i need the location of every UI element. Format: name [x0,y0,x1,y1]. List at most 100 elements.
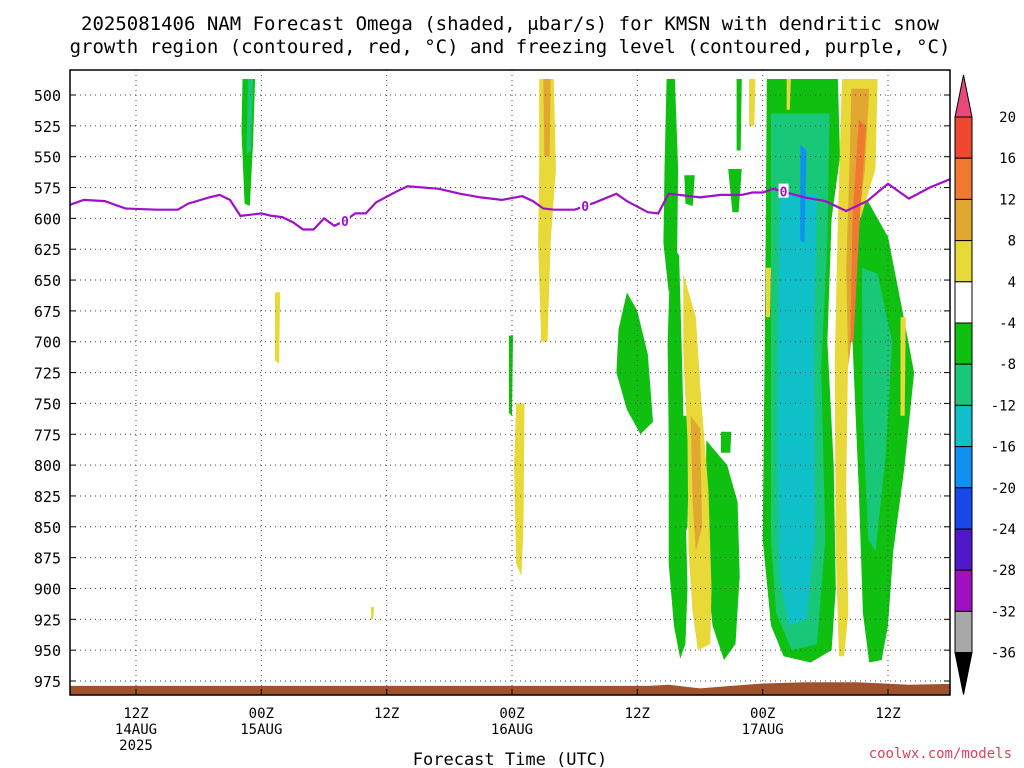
y-tick-label: 600 [34,210,61,228]
colorbar-segment [954,569,973,612]
y-tick-label: 525 [34,118,61,136]
omega-region-18 [274,292,281,364]
omega-region-3 [684,175,695,206]
x-tick-label: 12Z [625,706,650,722]
colorbar-label: -24 [991,522,1016,538]
y-tick-label: 550 [34,149,61,167]
x-tick-label: 15AUG [240,722,282,738]
colorbar-segment [954,446,973,489]
colorbar-label: -8 [999,357,1016,373]
colorbar-label: 20 [999,110,1016,126]
omega-region-27 [765,267,771,318]
x-tick-label: 16AUG [491,722,533,738]
omega-region-31 [900,317,906,416]
y-tick-label: 950 [34,642,61,660]
y-tick-label: 700 [34,334,61,352]
x-tick-label: 12Z [374,706,399,722]
omega-region-16 [861,267,893,552]
y-tick-label: 825 [34,488,61,506]
y-tick-label: 775 [34,426,61,444]
x-tick-label: 00Z [249,706,274,722]
y-tick-label: 650 [34,272,61,290]
x-tick-label: 17AUG [742,722,784,738]
chart-title-line-2: growth region (contoured, red, °C) and f… [70,36,951,58]
omega-region-10 [705,440,740,660]
omega-region-9 [667,243,688,659]
omega-shading-layer [241,79,915,663]
omega-region-28 [834,79,878,657]
omega-region-7 [616,292,653,435]
y-tick-label: 850 [34,519,61,537]
colorbar-label: 16 [999,151,1016,167]
y-tick-label: 725 [34,365,61,383]
colorbar-segment [954,487,973,530]
surface-terrain-layer [70,682,950,695]
colorbar-label: -32 [991,604,1016,620]
omega-region-30 [850,119,867,342]
omega-region-25 [749,79,756,126]
colorbar-segment [954,404,973,448]
colorbar-label: -4 [999,316,1016,332]
omega-region-2 [663,79,679,293]
omega-region-24 [690,415,703,552]
x-axis-label: Forecast Time (UTC) [413,750,607,768]
y-tick-label: 750 [34,395,61,413]
colorbar-label: 8 [1008,234,1016,250]
credit-text: coolwx.com/models [869,746,1012,762]
y-tick-label: 975 [34,673,61,691]
freezing-level-label: 0 [341,215,349,230]
colorbar-segment [954,610,973,654]
freezing-label-bg [778,183,789,198]
colorbar-label: -20 [991,481,1016,497]
colorbar-segment [954,528,973,571]
x-tick-label: 00Z [750,706,775,722]
x-tick-label: 00Z [499,706,524,722]
omega-region-20 [514,403,525,577]
y-axis-ticks: 500 525 550 575 600 625 650 675 700 725 750 775 800 8… [34,87,950,691]
omega-region-6 [720,431,732,453]
colorbar-label: 12 [999,192,1016,208]
freezing-level-label: 0 [581,200,589,215]
x-tick-label: 2025 [119,738,153,754]
omega-region-5 [736,79,742,151]
y-tick-label: 500 [34,87,61,105]
colorbar-label: -28 [991,563,1016,579]
omega-region-19 [371,607,375,620]
y-tick-label: 875 [34,550,61,568]
colorbar-segment [954,116,973,159]
y-tick-label: 625 [34,241,61,259]
y-tick-label: 575 [34,180,61,198]
surface-terrain [70,682,950,695]
omega-region-14 [800,144,807,243]
colorbar-segment [954,157,973,200]
freezing-level-line [70,177,950,231]
y-tick-label: 675 [34,303,61,321]
omega-region-1 [246,79,253,155]
x-tick-label: 12Z [875,706,900,722]
colorbar-top-triangle [954,74,973,118]
plot-frame [69,69,951,696]
x-tick-label: 12Z [123,706,148,722]
omega-region-4 [728,169,742,213]
colorbar-segment [954,363,973,406]
freezing-level-label: 0 [780,186,788,201]
omega-region-21 [538,79,556,342]
y-tick-label: 925 [34,611,61,629]
colorbar-segment [954,198,973,242]
colorbar-label: -16 [991,440,1016,456]
x-tick-label: 14AUG [115,722,157,738]
y-tick-label: 800 [34,457,61,475]
colorbar-segment [954,281,973,324]
colorbar-segment [954,322,973,365]
colorbar-label: 4 [1008,275,1016,291]
colorbar-segment [954,240,973,283]
colorbar-label: -36 [991,646,1016,662]
colorbar-bottom-triangle [954,652,973,695]
y-tick-label: 900 [34,580,61,598]
omega-region-13 [777,193,817,626]
freezing-label-bg [339,212,350,227]
colorbar-label: -12 [991,398,1016,414]
freezing-label-bg [580,198,591,213]
